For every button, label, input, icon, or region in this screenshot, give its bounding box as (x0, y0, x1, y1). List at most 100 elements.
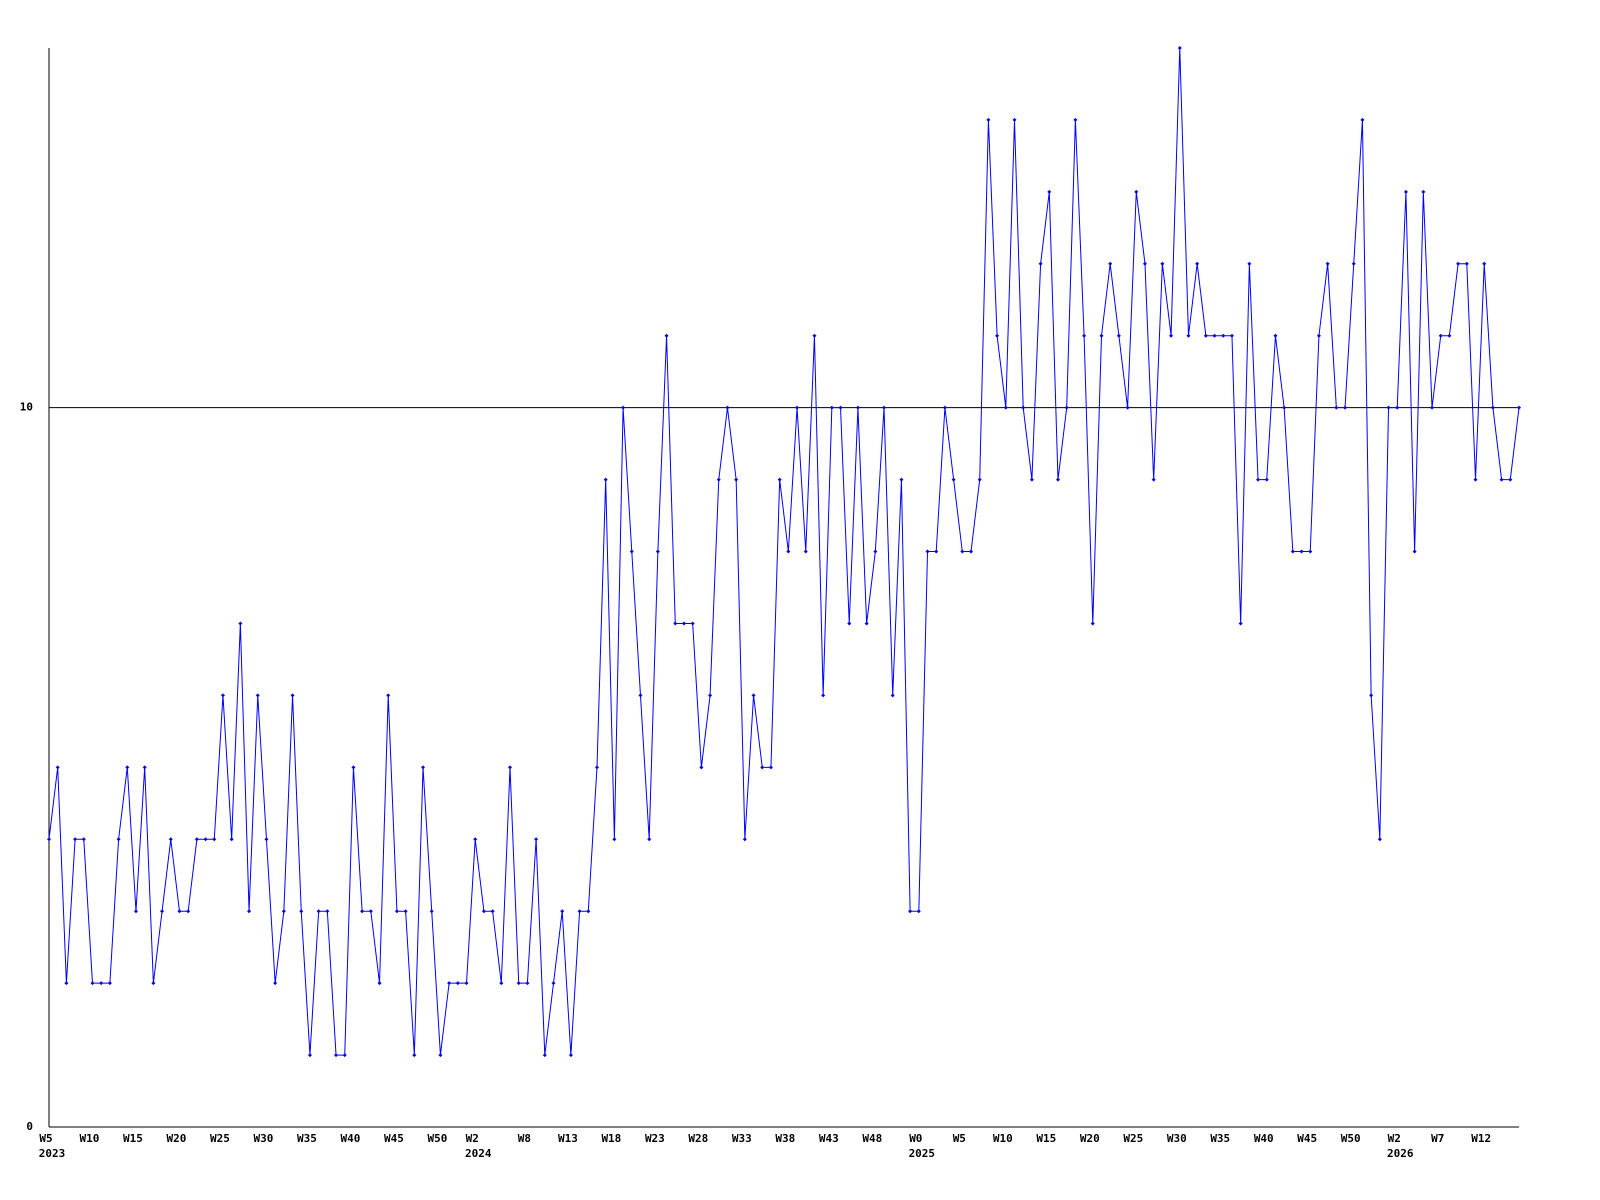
x-tick-label: W30 (254, 1132, 274, 1145)
data-point (786, 549, 791, 554)
data-point (490, 909, 495, 914)
data-point (1386, 405, 1391, 410)
data-point (777, 477, 782, 482)
data-point (603, 477, 608, 482)
data-point (855, 405, 860, 410)
data-point (351, 765, 356, 770)
data-point (1360, 117, 1365, 122)
data-point (1377, 837, 1382, 842)
data-point (1029, 477, 1034, 482)
data-point (255, 693, 260, 698)
x-tick-label: W30 (1167, 1132, 1187, 1145)
data-point (551, 981, 556, 986)
data-point (1038, 261, 1043, 266)
data-point (995, 333, 1000, 338)
data-point (1151, 477, 1156, 482)
data-point (890, 693, 895, 698)
data-point (403, 909, 408, 914)
data-point (220, 693, 225, 698)
data-point (186, 909, 191, 914)
x-tick-label: W20 (167, 1132, 187, 1145)
data-point (81, 837, 86, 842)
data-point (960, 549, 965, 554)
data-point (951, 477, 956, 482)
data-point (64, 981, 69, 986)
data-point (1047, 189, 1052, 194)
data-point (655, 549, 660, 554)
data-point (412, 1053, 417, 1058)
x-tick-label: W15 (123, 1132, 143, 1145)
data-point (325, 909, 330, 914)
data-point (925, 549, 930, 554)
data-point (829, 405, 834, 410)
data-point (1499, 477, 1504, 482)
data-point (803, 549, 808, 554)
data-point (560, 909, 565, 914)
data-point (1490, 405, 1495, 410)
data-point (273, 981, 278, 986)
x-tick-label: W45 (1297, 1132, 1317, 1145)
data-point (1264, 477, 1269, 482)
data-point (908, 909, 913, 914)
data-point (55, 765, 60, 770)
x-tick-label: W50 (1341, 1132, 1361, 1145)
data-point (734, 477, 739, 482)
data-point (1064, 405, 1069, 410)
data-point (1021, 405, 1026, 410)
data-point (1203, 333, 1208, 338)
data-point (768, 765, 773, 770)
data-point (238, 621, 243, 626)
data-point (1308, 549, 1313, 554)
data-point (1282, 405, 1287, 410)
data-point (212, 837, 217, 842)
data-point (229, 837, 234, 842)
data-point (1012, 117, 1017, 122)
data-point (1473, 477, 1478, 482)
data-point (177, 909, 182, 914)
data-point (1508, 477, 1513, 482)
data-point (1351, 261, 1356, 266)
data-point (299, 909, 304, 914)
data-point (264, 837, 269, 842)
data-point (690, 621, 695, 626)
data-point (1212, 333, 1217, 338)
data-line (48, 47, 1520, 1056)
data-point (1116, 333, 1121, 338)
x-tick-label: W35 (1210, 1132, 1230, 1145)
data-point (1247, 261, 1252, 266)
data-point (1256, 477, 1261, 482)
data-point (1142, 261, 1147, 266)
data-point (394, 909, 399, 914)
data-point (1229, 333, 1234, 338)
x-year-label: 2025 (909, 1147, 936, 1160)
data-point (1195, 261, 1200, 266)
data-point (1517, 405, 1521, 410)
data-point (577, 909, 582, 914)
data-point (977, 477, 982, 482)
x-tick-label: W2 (466, 1132, 479, 1145)
data-point (203, 837, 208, 842)
data-point (90, 981, 95, 986)
y-tick-label: 10 (20, 401, 33, 414)
data-point (760, 765, 765, 770)
data-point (838, 405, 843, 410)
x-tick-label: W25 (210, 1132, 230, 1145)
data-point (368, 909, 373, 914)
data-point (1099, 333, 1104, 338)
x-tick-label: W50 (427, 1132, 447, 1145)
data-point (742, 837, 747, 842)
x-tick-label: W10 (993, 1132, 1013, 1145)
data-point (1221, 333, 1226, 338)
x-tick-label: W45 (384, 1132, 404, 1145)
data-point (681, 621, 686, 626)
data-point (612, 837, 617, 842)
data-point (151, 981, 156, 986)
x-tick-label: W5 (39, 1132, 52, 1145)
data-point (664, 333, 669, 338)
x-tick-label: W5 (953, 1132, 966, 1145)
data-point (1073, 117, 1078, 122)
x-tick-label: W2 (1388, 1132, 1401, 1145)
data-point (438, 1053, 443, 1058)
data-point (334, 1053, 339, 1058)
